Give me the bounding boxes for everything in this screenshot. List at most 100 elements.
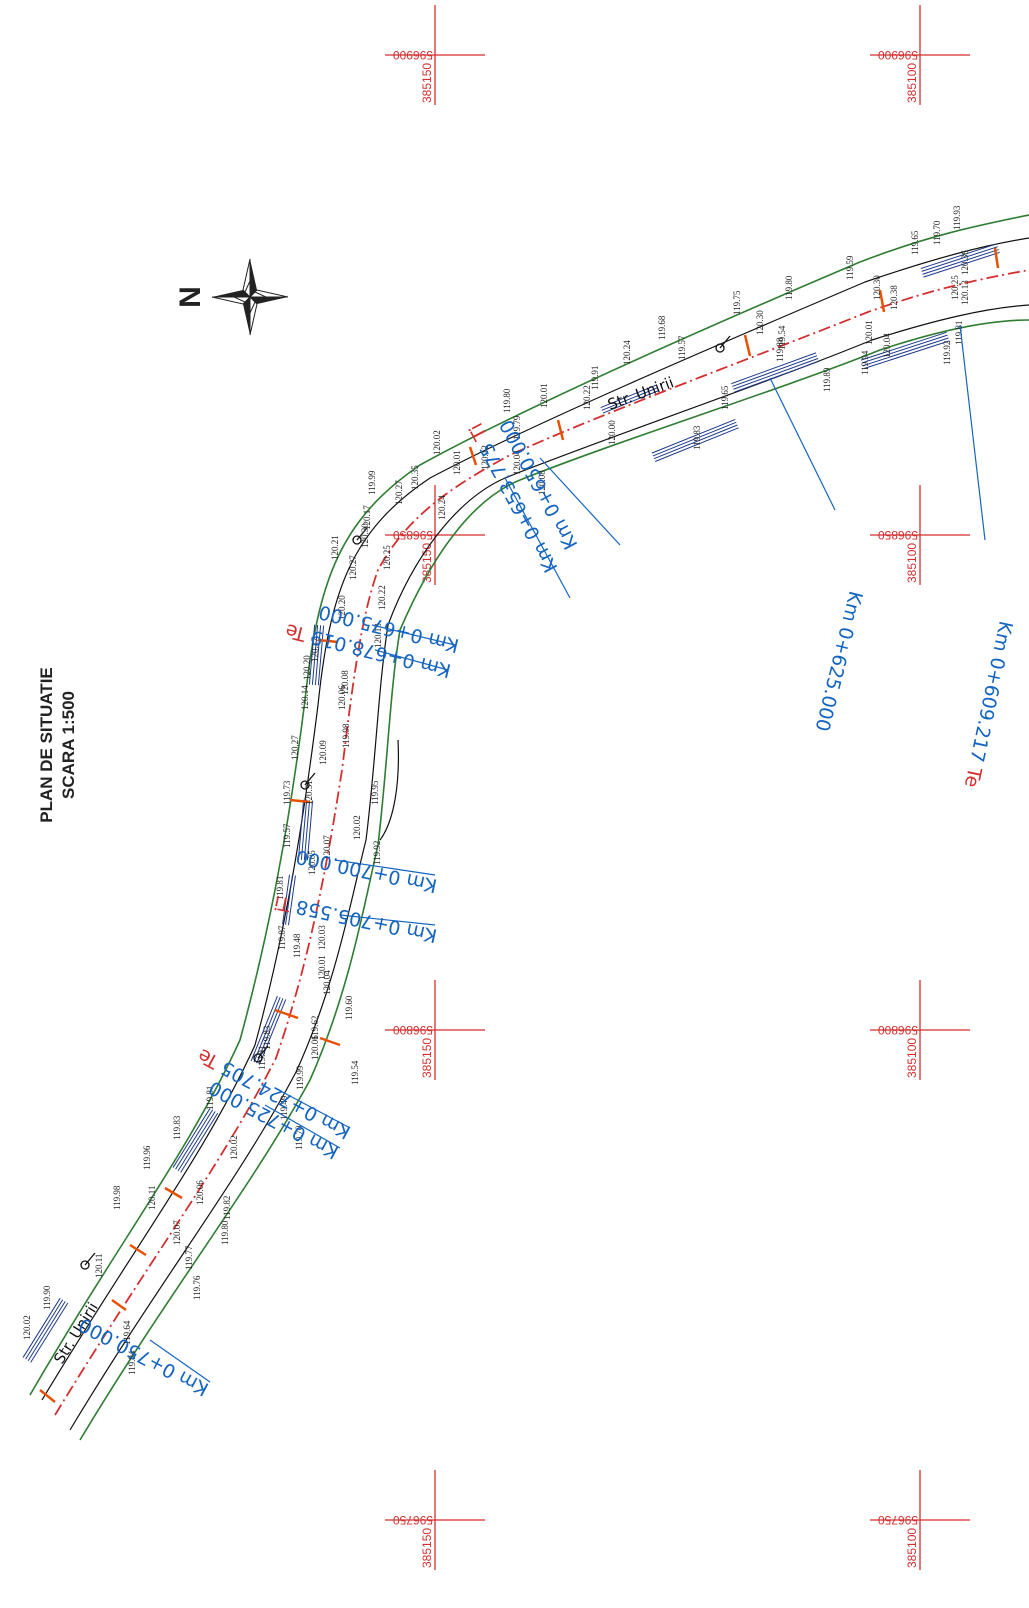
spot-elevation-label: 119.92: [372, 841, 382, 865]
spot-elevation-label: 120.01: [452, 450, 462, 475]
spot-elevation-label: 120.04: [882, 333, 892, 358]
chainage-tangent-marker: Ti: [272, 891, 294, 916]
spot-elevation-label: 119.91: [590, 366, 600, 390]
spot-elevation-label: 120.31: [304, 780, 314, 805]
north-label: N: [174, 286, 207, 308]
spot-elevation-label: 119.49: [279, 1095, 289, 1120]
grid-northing-label: 596900: [878, 48, 918, 62]
spot-elevation-label: 119.65: [910, 230, 920, 255]
spot-elevation-label: 120.35: [410, 465, 420, 490]
spot-elevation-label: 120.30: [872, 275, 882, 300]
north-arrow-icon: N: [174, 258, 289, 336]
coordinate-grid: 5969003851505969003851005968503851505968…: [385, 5, 970, 1570]
spot-elevation-label: 119.95: [370, 780, 380, 805]
chainage-leader-line: [504, 477, 571, 599]
spot-elevation-label: 120.21: [330, 535, 340, 560]
spot-elevation-label: 120.02: [352, 815, 362, 840]
spot-elevation-label: 119.83: [692, 425, 702, 450]
crossing-1: [920, 243, 1000, 278]
spot-elevation-label: 119.80: [784, 275, 794, 300]
spot-elevation-label: 120.01: [864, 320, 874, 345]
spot-elevation-label: 119.82: [222, 1196, 232, 1220]
spot-elevation-label: 119.77: [184, 1245, 194, 1270]
crossing-11: [22, 1297, 69, 1363]
crossing-9: [250, 995, 287, 1065]
spot-elevation-label: 119.73: [282, 780, 292, 805]
spot-elevation-label: 120.30: [360, 523, 370, 548]
spot-elevation-label: 120.05: [307, 850, 317, 875]
chainage-tangent-marker: Ti: [465, 419, 493, 445]
crossing-4: [651, 418, 739, 462]
pedestrian-crossings: [22, 243, 1000, 1363]
grid-easting-label: 385150: [420, 1528, 434, 1568]
spot-elevation-label: 119.90: [42, 1285, 52, 1310]
spot-elevation-label: 119.81: [205, 1086, 215, 1110]
spot-elevation-label: 120.38: [889, 285, 899, 310]
chainage-marker: Km 0+700.000: [294, 845, 439, 896]
spot-elevation-label: 119.87: [277, 925, 287, 950]
spot-elevation-label: 120.11: [94, 1254, 104, 1278]
spot-elevation-label: 120.30: [755, 310, 765, 335]
grid-northing-label: 596800: [878, 1023, 918, 1037]
chainage-leader-line: [769, 377, 836, 511]
lamp-post-icon: [253, 1045, 269, 1063]
road-axis-line: [54, 269, 1029, 1416]
lamp-post-icon: [715, 335, 731, 353]
spot-elevation-label: 119.75: [732, 290, 742, 315]
spot-elevation-label: 119.81: [954, 321, 964, 345]
spot-elevation-label: 120.04: [512, 450, 522, 475]
grid-easting-label: 385100: [905, 543, 919, 583]
spot-elevation-label: 120.06: [337, 685, 347, 710]
plan-title: PLAN DE SITUATIE SCARA 1:500: [37, 667, 78, 823]
chainage-leader-line: [371, 624, 456, 646]
spot-elevation-label: 120.25: [382, 545, 392, 570]
spot-elevation-label: 119.79: [512, 415, 522, 440]
lamp-post-icon: [80, 1252, 96, 1270]
spot-elevation-label: 120.20: [337, 595, 347, 620]
chainage-tangent-marker: Te: [283, 619, 309, 645]
spot-elevation-label: 120.02: [229, 1135, 239, 1160]
spot-elevation-label: 120.24: [437, 495, 447, 520]
spot-elevation-label: 119.59: [845, 255, 855, 280]
spot-elevation-label: 120.25: [950, 275, 960, 300]
spot-elevation-label: 120.13: [373, 623, 383, 648]
spot-elevation-label: 120.06: [310, 1035, 320, 1060]
spot-elevation-label: 120.07: [322, 835, 332, 860]
grid-northing-label: 596800: [393, 1023, 433, 1037]
spot-elevation-label: 119.62: [310, 1016, 320, 1040]
spot-elevation-label: 119.92: [942, 341, 952, 365]
spot-elevation-label: 120.14: [300, 685, 310, 710]
right-curb-line: [79, 319, 1029, 1441]
spot-elevation-label: 119.83: [172, 1115, 182, 1140]
crossing-8: [282, 874, 296, 926]
spot-elevation-label: 119.83: [262, 1025, 272, 1050]
spot-elevation-label: 120.22: [377, 585, 387, 610]
spot-elevation-label: 120.12: [480, 445, 490, 470]
spot-elevation-label: 119.93: [952, 205, 962, 230]
spot-elevation-label: 120.02: [432, 430, 442, 455]
spot-elevation-label: 120.20: [302, 655, 312, 680]
spot-elevation-label: 119.48: [292, 933, 302, 958]
grid-northing-label: 596750: [393, 1513, 433, 1527]
spot-elevation-label: 119.54: [350, 1060, 360, 1085]
spot-elevation-label: 119.80: [502, 388, 512, 413]
chainage-label: Km 0+625.000: [810, 589, 866, 734]
spot-elevation-label: 119.70: [294, 1125, 304, 1150]
station-ticks: [39, 247, 1000, 1403]
crossing-3: [731, 352, 820, 393]
spot-elevation-label: 119.94: [127, 1350, 137, 1375]
left-curb-line: [29, 214, 1029, 1396]
branch-road-edge: [379, 739, 399, 841]
chainage-marker: Km 0+609.217 Te: [959, 324, 1017, 790]
spot-elevation-label: 119.98: [341, 723, 351, 748]
crossing-7: [297, 799, 314, 861]
spot-elevation-label: 119.89: [822, 367, 832, 392]
lamp-post-icon: [352, 527, 368, 545]
plan-title-line1: PLAN DE SITUATIE: [37, 667, 56, 823]
